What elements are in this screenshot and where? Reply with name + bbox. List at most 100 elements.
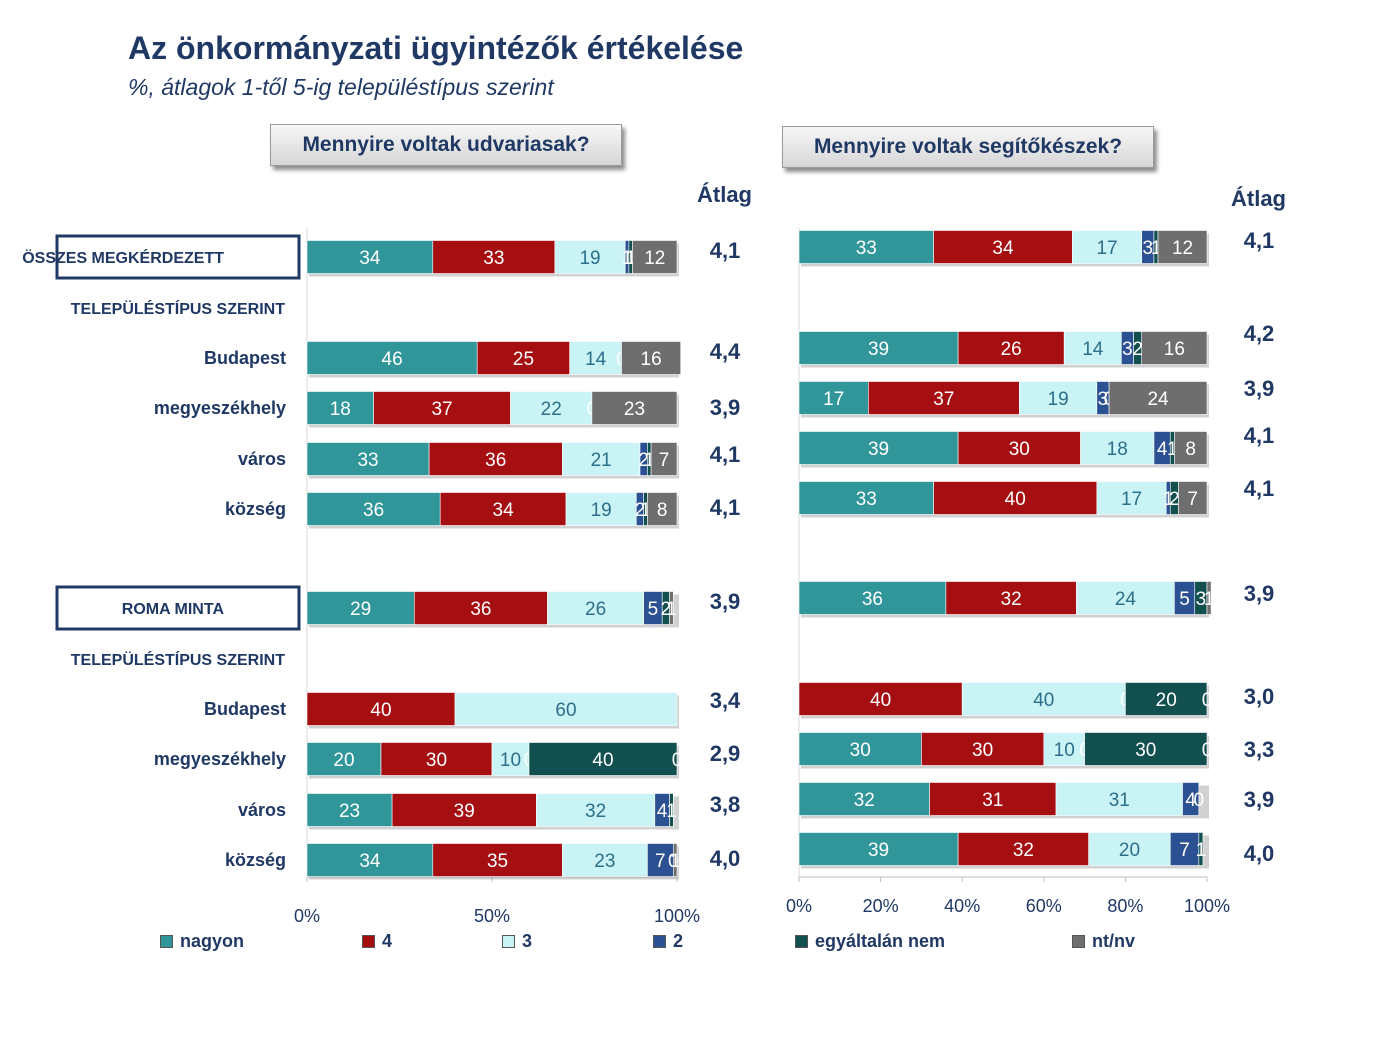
mean-value: 3,9 [1244,787,1275,812]
row-label: Budapest [204,699,286,719]
x-tick-label: 100% [654,906,700,926]
data-label: 3 [1098,389,1109,410]
bar-segment [510,391,593,425]
bar-segment [621,341,682,375]
bar-segment [647,492,678,526]
bar-segment [306,843,434,877]
data-label: 16 [641,349,662,370]
mean-value: 3,4 [710,688,741,713]
data-label: 4 [657,801,668,822]
bar-segment [306,692,456,726]
bar-segment [591,391,678,425]
data-label: 30 [426,750,447,771]
data-label: 7 [1179,840,1190,861]
data-label: 32 [585,801,606,822]
data-label: 4 [1157,439,1168,460]
bar-segment [669,591,674,625]
row-label-box [55,234,301,280]
bar-segment [1080,431,1155,465]
data-label: 37 [933,389,954,410]
bar-segment [798,832,959,866]
bar-segment [306,442,430,476]
bar-segment [957,832,1089,866]
data-label: 39 [868,840,889,861]
bar-segment [798,230,934,264]
data-label: 31 [982,790,1003,811]
legend-swatch [362,934,375,948]
bar-segment [650,442,678,476]
data-label: 23 [594,851,615,872]
mean-value: 4,0 [1244,841,1275,866]
bar-segment [1088,832,1171,866]
bar-segment [306,391,374,425]
bar-segment [933,481,1098,515]
data-label: 36 [470,599,491,620]
bar-segment [554,240,626,274]
bar-segment [957,331,1065,365]
bar-segment [413,591,548,625]
mean-value: 4,1 [710,495,741,520]
data-label: 17 [1096,238,1117,259]
row-label: Budapest [204,348,286,368]
data-label: 0 [1194,790,1205,811]
bar-segment [1206,581,1212,615]
data-label: 14 [1082,339,1104,360]
data-label: 30 [972,740,993,761]
data-label: 33 [483,248,504,269]
data-label: 1 [640,500,651,521]
data-label: 40 [592,750,613,771]
question-box-right: Mennyire voltak segítőkészek? [782,126,1154,168]
row-label: város [238,449,286,469]
data-label: 14 [585,349,607,370]
bar-segment [669,793,674,827]
row-label: község [225,499,286,519]
x-tick-label: 20% [863,896,899,916]
bar-segment [454,692,678,726]
bar-segment [428,442,563,476]
data-label: 32 [1013,840,1034,861]
data-label: 23 [339,801,360,822]
data-label: 1 [1204,589,1215,610]
bar-segment [528,742,678,776]
bar-segment [1157,230,1208,264]
bar-segment [1096,481,1167,515]
data-label: 10 [500,750,521,771]
data-label: 21 [591,450,612,471]
data-label: 36 [862,589,883,610]
mean-value: 3,3 [1244,737,1275,762]
data-label: 12 [644,248,665,269]
mean-value: 4,1 [1244,228,1275,253]
data-label: 20 [1119,840,1140,861]
data-label: 19 [579,248,600,269]
bar-segment [391,793,537,827]
data-label: 1 [622,248,633,269]
bar-segment [1182,782,1200,816]
legend-label: nt/nv [1092,930,1135,951]
bar-segment [1178,481,1208,515]
x-tick-label: 80% [1107,896,1143,916]
bar-segment [306,240,434,274]
bar-segment [476,341,571,375]
data-label: 2 [1169,489,1180,510]
data-label: 34 [359,851,381,872]
bar-segment [945,581,1077,615]
data-label: 16 [1164,339,1185,360]
legend-swatch [795,934,808,948]
bar-segment [1072,230,1143,264]
mean-value: 3,9 [710,395,741,420]
data-label: 36 [485,450,506,471]
bar-segment [957,431,1081,465]
data-label: 34 [992,238,1014,259]
data-label: 0 [1202,690,1213,711]
data-label: 31 [1109,790,1130,811]
bar-segment [1076,581,1175,615]
x-tick-label: 60% [1026,896,1062,916]
data-label: 32 [854,790,875,811]
data-label: 1 [666,801,677,822]
data-label: 19 [1048,389,1069,410]
bar-segment [798,381,869,415]
data-label: 0 [672,750,683,771]
data-label: 3 [1143,238,1154,259]
x-tick-label: 40% [944,896,980,916]
bar-segment [1198,832,1204,866]
